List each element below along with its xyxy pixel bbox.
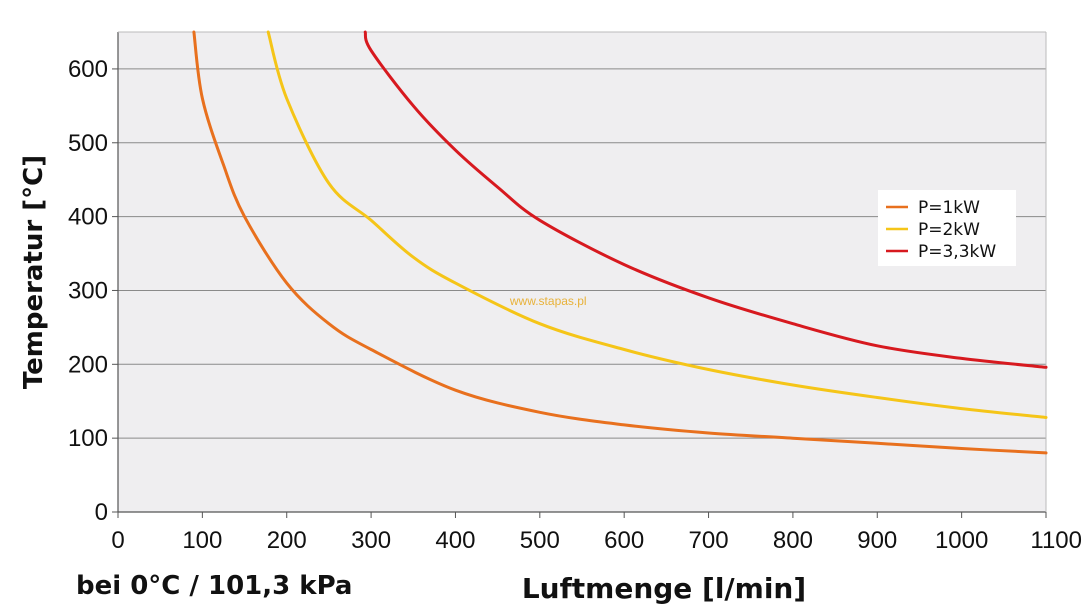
x-tick-label: 1100 <box>1030 527 1082 554</box>
grid-lines <box>118 68 1046 439</box>
x-tick-label: 1000 <box>935 527 988 554</box>
y-tick-label: 0 <box>95 499 108 526</box>
x-tick-label: 100 <box>182 527 222 554</box>
watermark: www.stapas.pl <box>509 294 587 308</box>
conditions-note: bei 0°C / 101,3 kPa <box>76 571 352 601</box>
y-tick-label: 600 <box>68 56 108 83</box>
legend-label: P=2kW <box>918 220 980 240</box>
x-tick-label: 300 <box>351 527 391 554</box>
tick-labels: 0 100 200 300 400 500 600 0 100 200 300 400 500 600 70… <box>68 56 1082 554</box>
series-line-p-1kw <box>192 30 1048 455</box>
x-axis-label: Luftmenge [l/min] <box>522 572 806 605</box>
y-tick-label: 500 <box>68 130 108 157</box>
legend-label: P=1kW <box>918 198 980 218</box>
series-line-p-3-3kw <box>363 30 1048 369</box>
x-tick-label: 0 <box>111 527 124 554</box>
y-axis-label: Temperatur [°C] <box>19 155 49 389</box>
y-tick-label: 400 <box>68 204 108 231</box>
axes <box>112 31 1047 518</box>
plot-area <box>118 32 1046 512</box>
y-tick-label: 300 <box>68 277 108 304</box>
series-lines <box>192 30 1048 455</box>
x-tick-label: 400 <box>435 527 475 554</box>
y-tick-label: 200 <box>68 351 108 378</box>
x-tick-label: 200 <box>267 527 307 554</box>
legend-label: P=3,3kW <box>918 242 996 262</box>
x-tick-label: 800 <box>773 527 813 554</box>
x-tick-label: 600 <box>604 527 644 554</box>
x-tick-label: 500 <box>520 527 560 554</box>
x-tick-label: 900 <box>857 527 897 554</box>
x-tick-label: 700 <box>689 527 729 554</box>
y-tick-label: 100 <box>68 425 108 452</box>
series-line-p-2kw <box>266 30 1048 419</box>
